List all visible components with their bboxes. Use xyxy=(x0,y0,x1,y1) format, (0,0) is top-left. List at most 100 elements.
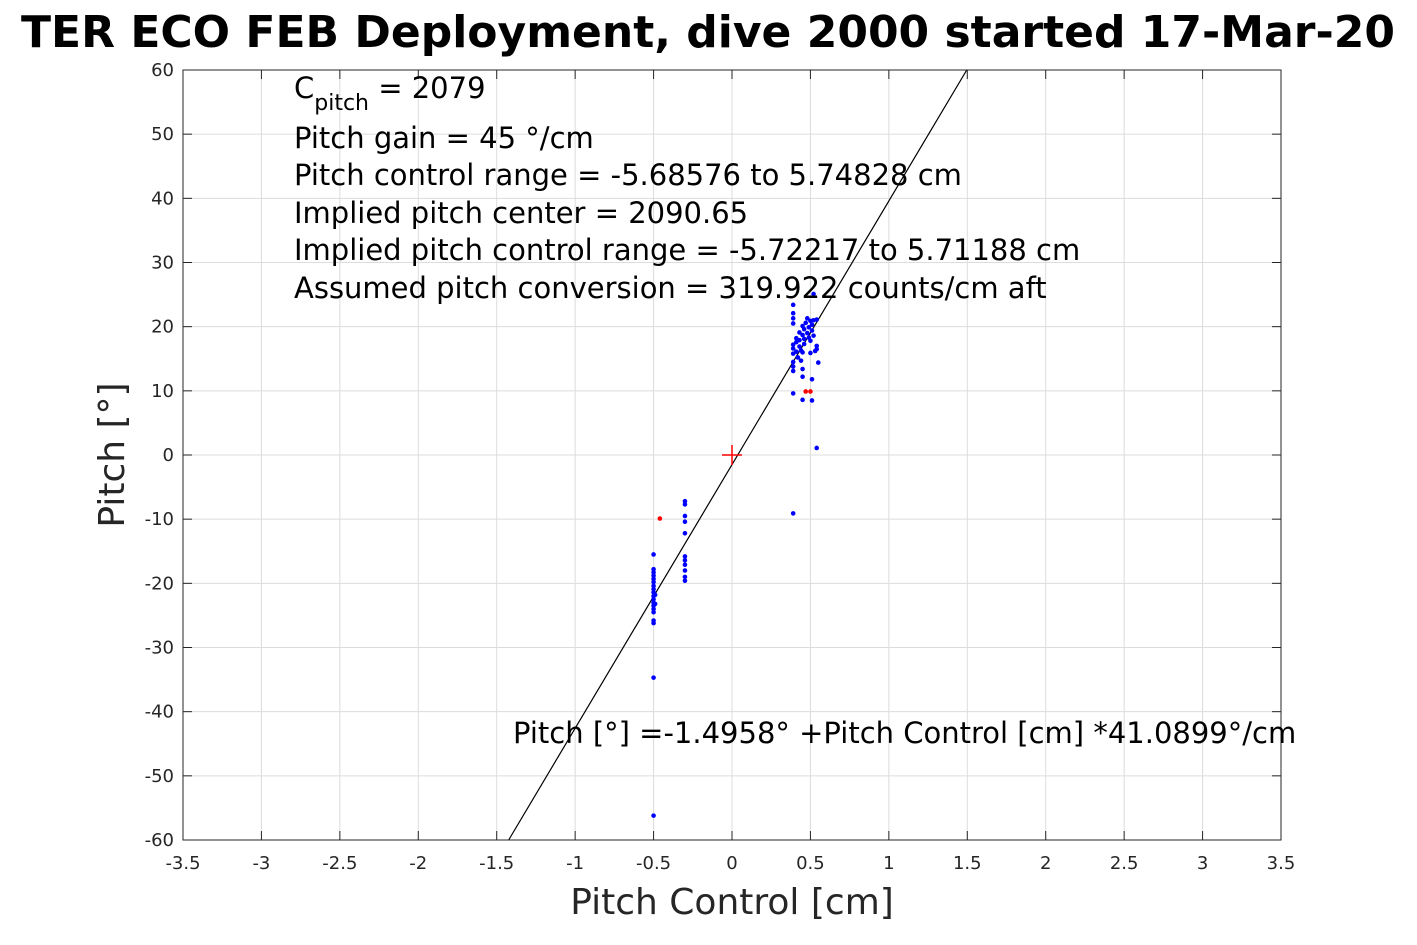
plot-frame xyxy=(182,69,1282,841)
data-point xyxy=(800,374,805,380)
y-tick-label: -10 xyxy=(145,509,174,530)
data-point xyxy=(682,530,688,536)
data-point xyxy=(795,355,801,360)
x-tick-label: 2.5 xyxy=(1110,853,1139,874)
c-pitch-annotation: Cpitch = 2079 xyxy=(294,71,486,116)
y-tick-label: 40 xyxy=(151,188,174,209)
data-point xyxy=(797,330,802,335)
data-point xyxy=(804,330,810,336)
pitch-control-range-annotation: Pitch control range = -5.68576 to 5.7482… xyxy=(294,158,962,192)
data-point xyxy=(814,317,820,322)
x-tick-label: -0.5 xyxy=(636,853,671,874)
data-point xyxy=(801,326,807,332)
x-tick-label: -1.5 xyxy=(479,853,514,874)
data-point xyxy=(814,445,820,451)
data-point xyxy=(790,391,796,396)
y-tick-label: 30 xyxy=(151,253,174,274)
x-tick-label: 1 xyxy=(883,853,894,874)
x-tick-label: 0.5 xyxy=(796,853,825,874)
x-tick-label: 0 xyxy=(726,853,737,874)
data-point xyxy=(651,570,656,575)
data-point xyxy=(651,813,656,818)
data-point xyxy=(682,578,688,584)
x-tick-label: -2.5 xyxy=(322,853,357,874)
data-point xyxy=(790,364,796,369)
y-tick-label: 0 xyxy=(163,445,174,466)
data-point xyxy=(797,344,802,349)
data-point xyxy=(651,586,656,592)
y-tick-label: -40 xyxy=(145,702,174,723)
y-axis-ticks: -60 -50 -40 -30 -20 -10 0 10 20 30 40 50 60 xyxy=(145,60,1281,851)
y-tick-label: -20 xyxy=(145,573,174,594)
data-point xyxy=(809,376,815,382)
y-tick-label: -60 xyxy=(145,830,174,851)
data-point xyxy=(682,557,688,563)
data-point xyxy=(682,554,688,559)
fit-equation-annotation: Pitch [°] =-1.4958° +Pitch Control [cm] … xyxy=(513,716,1296,750)
data-point xyxy=(811,333,816,338)
y-tick-label: 50 xyxy=(151,124,174,145)
x-tick-label: -1 xyxy=(566,853,584,874)
data-point xyxy=(651,573,656,578)
x-axis-label: Pitch Control [cm] xyxy=(570,882,894,923)
data-points xyxy=(651,291,821,818)
x-tick-label: -3 xyxy=(252,853,270,874)
x-tick-label: 3.5 xyxy=(1267,853,1296,874)
data-point xyxy=(651,552,656,557)
data-point xyxy=(651,609,656,615)
data-point xyxy=(801,336,807,342)
x-tick-label: -3.5 xyxy=(165,853,200,874)
data-point xyxy=(790,359,796,365)
data-point xyxy=(815,360,821,365)
data-point xyxy=(651,675,656,680)
pitch-gain-annotation: Pitch gain = 45 °/cm xyxy=(294,121,594,155)
data-point xyxy=(790,321,796,326)
data-point xyxy=(814,343,820,349)
data-point xyxy=(800,366,805,372)
data-point xyxy=(809,328,815,333)
chart-title: TER ECO FEB Deployment, dive 2000 starte… xyxy=(21,7,1395,58)
data-point xyxy=(803,320,809,326)
data-point xyxy=(800,397,805,403)
data-point xyxy=(808,338,813,344)
c-pitch-value: = 2079 xyxy=(369,71,486,105)
data-point xyxy=(682,562,688,568)
c-pitch-subscript: pitch xyxy=(314,91,369,116)
data-point xyxy=(651,579,656,585)
data-point xyxy=(800,332,805,338)
data-point xyxy=(801,341,807,347)
implied-pitch-center-annotation: Implied pitch center = 2090.65 xyxy=(294,196,748,230)
data-point xyxy=(809,398,815,403)
data-point xyxy=(790,368,796,374)
y-tick-label: -30 xyxy=(145,638,174,659)
c-pitch-main: C xyxy=(294,71,314,105)
x-tick-label: 1.5 xyxy=(953,853,982,874)
data-point xyxy=(790,316,796,321)
data-point xyxy=(798,358,804,363)
data-point xyxy=(790,346,796,351)
x-tick-label: 3 xyxy=(1197,853,1208,874)
data-point xyxy=(651,597,656,602)
data-point xyxy=(652,601,658,607)
x-axis-ticks: -3.5 -3 -2.5 -2 -1.5 -1 -0.5 0 0.5 1 1.5 2 2.5 3 3.5 xyxy=(165,70,1295,874)
y-tick-label: 60 xyxy=(151,60,174,81)
data-point xyxy=(682,498,688,504)
data-point xyxy=(806,325,812,330)
data-point xyxy=(808,350,813,356)
data-point xyxy=(808,389,813,394)
data-point xyxy=(809,322,815,328)
center-marker xyxy=(722,445,742,465)
data-point xyxy=(651,583,656,589)
y-tick-label: 20 xyxy=(151,317,174,338)
data-point xyxy=(803,389,809,394)
data-point xyxy=(814,346,820,352)
data-point xyxy=(682,513,688,519)
data-point xyxy=(682,519,688,525)
y-tick-label: -50 xyxy=(145,766,174,787)
data-point xyxy=(794,349,799,354)
data-point xyxy=(797,337,802,343)
data-point xyxy=(800,350,805,355)
x-tick-label: -2 xyxy=(409,853,427,874)
data-point xyxy=(811,291,816,297)
